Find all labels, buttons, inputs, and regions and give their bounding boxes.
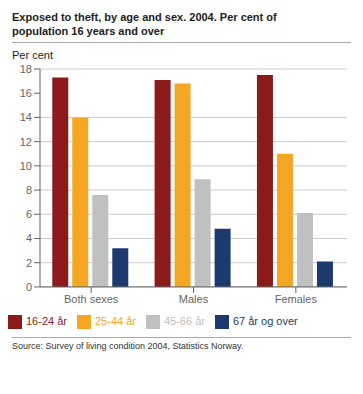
html-text:Source: Survey of living condi: Source: Survey of living condition 2004,… <box>12 341 244 351</box>
svg-text:Females: Females <box>275 293 318 305</box>
html-text:Exposed to theft, by age and s: Exposed to theft, by age and sex. 2004. … <box>12 11 277 23</box>
svg-text:0: 0 <box>26 281 32 293</box>
svg-text:6: 6 <box>26 208 32 220</box>
html-text:25-44 år: 25-44 år <box>95 314 136 327</box>
html-text:45-66 år: 45-66 år <box>164 314 205 327</box>
svg-text:10: 10 <box>20 160 32 172</box>
html-text:16-24 år: 16-24 år <box>26 314 67 327</box>
html-text:67 år og over: 67 år og over <box>233 314 298 327</box>
html-text:Per cent: Per cent <box>12 49 53 61</box>
svg-text:2: 2 <box>26 257 32 269</box>
svg-text:Males: Males <box>179 293 209 305</box>
html-text:population 16 years and over: population 16 years and over <box>12 25 165 37</box>
svg-text:16: 16 <box>20 87 32 99</box>
svg-text:12: 12 <box>20 136 32 148</box>
svg-text:4: 4 <box>26 232 32 244</box>
svg-text:8: 8 <box>26 184 32 196</box>
svg-text:18: 18 <box>20 63 32 75</box>
svg-text:14: 14 <box>20 111 32 123</box>
svg-text:Both sexes: Both sexes <box>64 293 119 305</box>
